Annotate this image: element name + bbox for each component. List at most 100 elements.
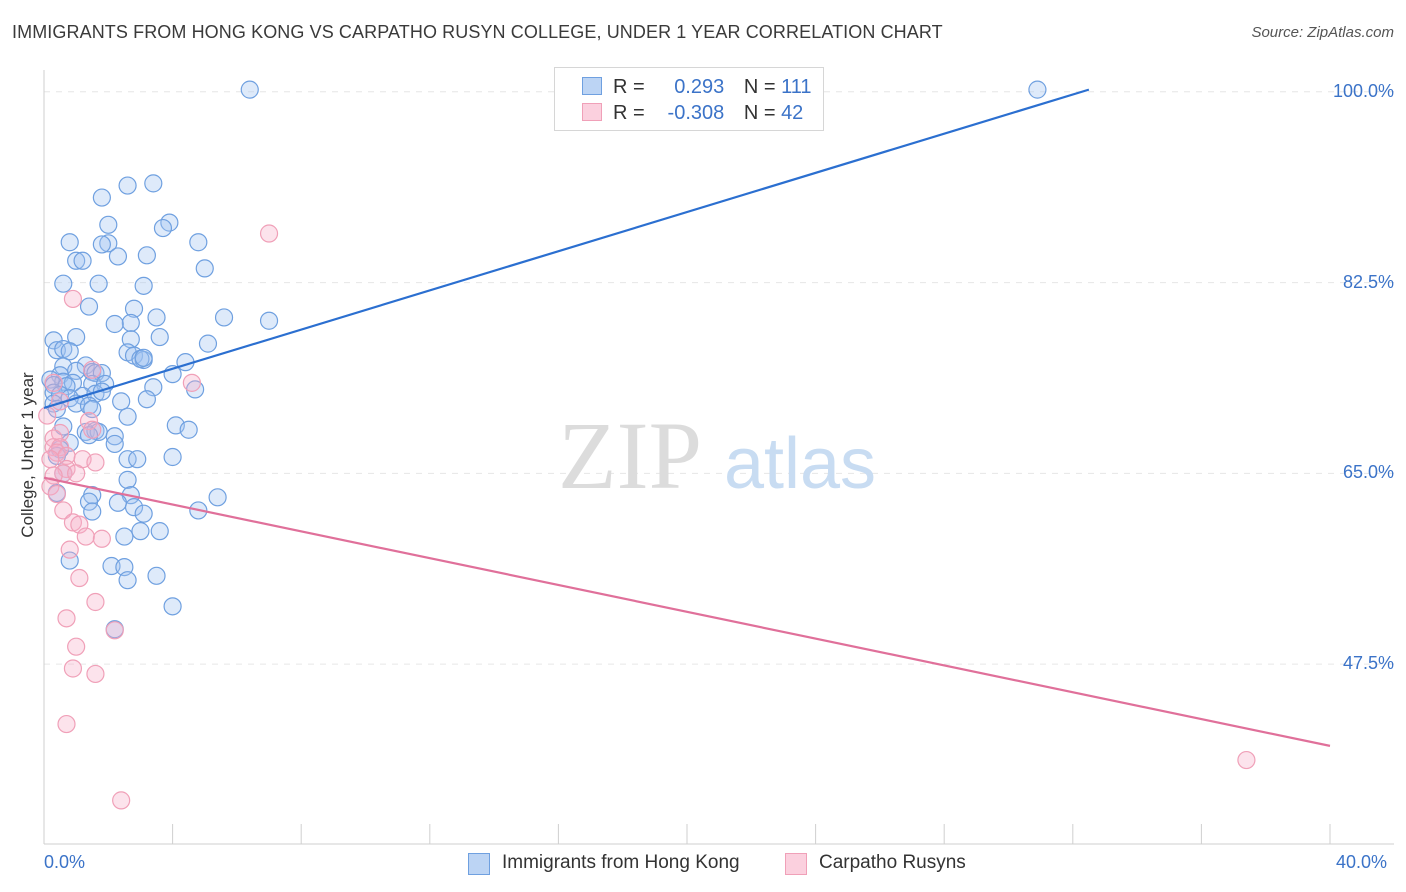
axes bbox=[43, 70, 1394, 845]
data-point bbox=[76, 527, 95, 546]
data-point bbox=[198, 334, 218, 353]
data-point bbox=[38, 406, 57, 425]
stats-row-hong-kong: R = 0.293 N = 111 bbox=[555, 76, 823, 102]
data-point bbox=[63, 289, 83, 309]
data-point bbox=[92, 529, 111, 548]
data-point bbox=[79, 492, 99, 511]
data-point bbox=[70, 568, 89, 588]
stats-n-label: N = bbox=[743, 76, 776, 98]
data-point bbox=[79, 396, 99, 415]
trend-line bbox=[43, 476, 1331, 747]
data-point bbox=[86, 664, 105, 684]
data-point bbox=[144, 174, 163, 193]
data-point bbox=[60, 233, 79, 252]
data-point bbox=[214, 308, 234, 327]
y-tick-label: 100.0% bbox=[1332, 80, 1394, 101]
watermark-zip: ZIP bbox=[558, 402, 702, 509]
watermark-atlas: atlas bbox=[724, 424, 876, 504]
data-point bbox=[99, 215, 118, 234]
stats-r-value: 0.293 bbox=[674, 76, 725, 98]
stats-swatch-blue bbox=[582, 77, 602, 95]
stats-box: R = 0.293 N = 111 R = -0.308 N = 42 bbox=[554, 67, 824, 131]
data-point bbox=[63, 659, 83, 678]
data-point bbox=[1237, 750, 1256, 770]
data-point bbox=[89, 274, 108, 293]
data-point bbox=[137, 246, 156, 265]
data-point bbox=[54, 501, 73, 520]
data-point bbox=[137, 390, 156, 409]
data-point bbox=[83, 360, 102, 379]
data-point bbox=[163, 597, 182, 616]
data-point bbox=[47, 443, 66, 462]
data-point bbox=[67, 251, 86, 270]
data-point bbox=[118, 470, 137, 489]
data-point bbox=[112, 392, 131, 411]
data-point bbox=[118, 407, 137, 426]
data-point bbox=[112, 791, 131, 810]
data-point bbox=[259, 311, 279, 330]
data-point bbox=[79, 426, 99, 445]
data-point bbox=[54, 274, 73, 293]
stats-n-value: 42 bbox=[781, 102, 804, 124]
data-point bbox=[67, 637, 86, 656]
legend-swatch-blue bbox=[468, 853, 490, 875]
data-point bbox=[105, 314, 124, 334]
stats-r-value: -0.308 bbox=[667, 102, 725, 124]
stats-n-value: 111 bbox=[781, 76, 812, 98]
data-point bbox=[134, 276, 153, 295]
stats-r-label: R = bbox=[613, 102, 645, 124]
x-tick-max: 40.0% bbox=[1336, 852, 1388, 872]
y-tick-label: 82.5% bbox=[1342, 271, 1394, 292]
data-point bbox=[108, 247, 128, 266]
trend-lines bbox=[43, 88, 1331, 747]
data-point bbox=[134, 504, 153, 523]
source-attribution: Source: ZipAtlas.com bbox=[1251, 24, 1394, 41]
data-point bbox=[105, 427, 124, 446]
data-point bbox=[118, 176, 137, 195]
data-point bbox=[57, 609, 76, 628]
data-point bbox=[73, 251, 92, 270]
data-point bbox=[99, 234, 118, 253]
data-point bbox=[92, 188, 111, 207]
data-point bbox=[105, 434, 124, 454]
data-point bbox=[105, 621, 124, 640]
data-point bbox=[83, 399, 102, 419]
data-point bbox=[208, 488, 227, 507]
y-axis-label: College, Under 1 year bbox=[18, 372, 37, 538]
data-point bbox=[240, 80, 259, 99]
data-point bbox=[147, 566, 166, 585]
data-point bbox=[118, 571, 137, 590]
data-point bbox=[86, 453, 105, 472]
y-tick-label: 65.0% bbox=[1342, 462, 1394, 483]
data-point bbox=[92, 382, 111, 401]
data-point bbox=[147, 308, 166, 327]
data-point bbox=[47, 341, 66, 360]
data-point bbox=[189, 233, 208, 252]
x-tick-min: 0.0% bbox=[44, 852, 86, 872]
stats-r-label: R = bbox=[613, 76, 645, 98]
legend-label: Immigrants from Hong Kong bbox=[502, 852, 740, 873]
data-points bbox=[38, 80, 1256, 810]
trend-line bbox=[43, 88, 1090, 409]
data-point bbox=[150, 522, 169, 541]
data-point bbox=[60, 540, 79, 559]
data-point bbox=[44, 438, 63, 457]
data-point bbox=[47, 484, 66, 504]
watermark: ZIP atlas bbox=[558, 402, 876, 509]
chart-title: IMMIGRANTS FROM HONG KONG VS CARPATHO RU… bbox=[12, 22, 943, 42]
data-point bbox=[1028, 80, 1047, 99]
stats-n-label: N = bbox=[743, 102, 776, 124]
y-tick-label: 47.5% bbox=[1342, 653, 1394, 674]
stats-row-carpatho: R = -0.308 N = 42 bbox=[555, 102, 823, 128]
legend-swatch-pink bbox=[785, 853, 807, 875]
data-point bbox=[163, 447, 182, 467]
data-point bbox=[134, 348, 153, 367]
data-point bbox=[79, 297, 99, 316]
data-point bbox=[179, 420, 198, 439]
data-point bbox=[86, 592, 105, 612]
data-point bbox=[195, 259, 214, 278]
data-point bbox=[124, 498, 144, 517]
data-point bbox=[41, 450, 60, 469]
data-point bbox=[153, 218, 173, 238]
